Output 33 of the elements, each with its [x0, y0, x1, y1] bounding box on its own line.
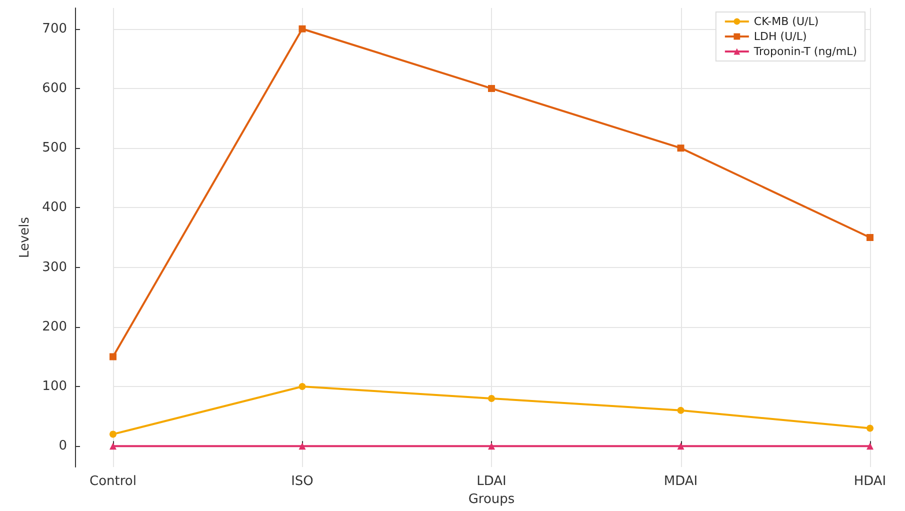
point [298, 442, 306, 450]
legend-label: Troponin-T (ng/mL) [752, 45, 858, 58]
y-tick-label: 700 [42, 21, 67, 36]
y-tick-label: 0 [58, 438, 67, 454]
point [110, 442, 116, 450]
x-tick-label: ISO [291, 474, 314, 489]
x-tick-label: HDAI [854, 474, 886, 489]
y-axis-title: Levels [17, 216, 32, 258]
point [110, 430, 116, 438]
point [866, 424, 874, 432]
y-tick-label: 200 [42, 319, 67, 334]
point [298, 25, 306, 32]
point [488, 84, 495, 92]
y-tick-label: 500 [42, 140, 67, 156]
point [488, 442, 495, 450]
y-tick-label: 100 [42, 379, 67, 394]
x-tick-label: Control [90, 474, 136, 489]
point [298, 383, 306, 390]
legend-label: LDH (U/L) [754, 30, 807, 43]
y-tick-label: 400 [42, 200, 67, 216]
point [677, 144, 684, 152]
point [488, 394, 495, 402]
point [677, 406, 684, 414]
legend-label: CK-MB (U/L) [754, 15, 819, 28]
y-tick-label: 300 [42, 260, 67, 275]
point [110, 353, 116, 360]
point [677, 442, 684, 450]
y-tick-label: 600 [42, 80, 67, 96]
point [866, 234, 874, 241]
point [866, 442, 874, 450]
x-tick-label: MDAI [664, 474, 698, 489]
x-tick-label: LDAI [476, 474, 506, 489]
x-axis-title: Groups [468, 492, 515, 507]
